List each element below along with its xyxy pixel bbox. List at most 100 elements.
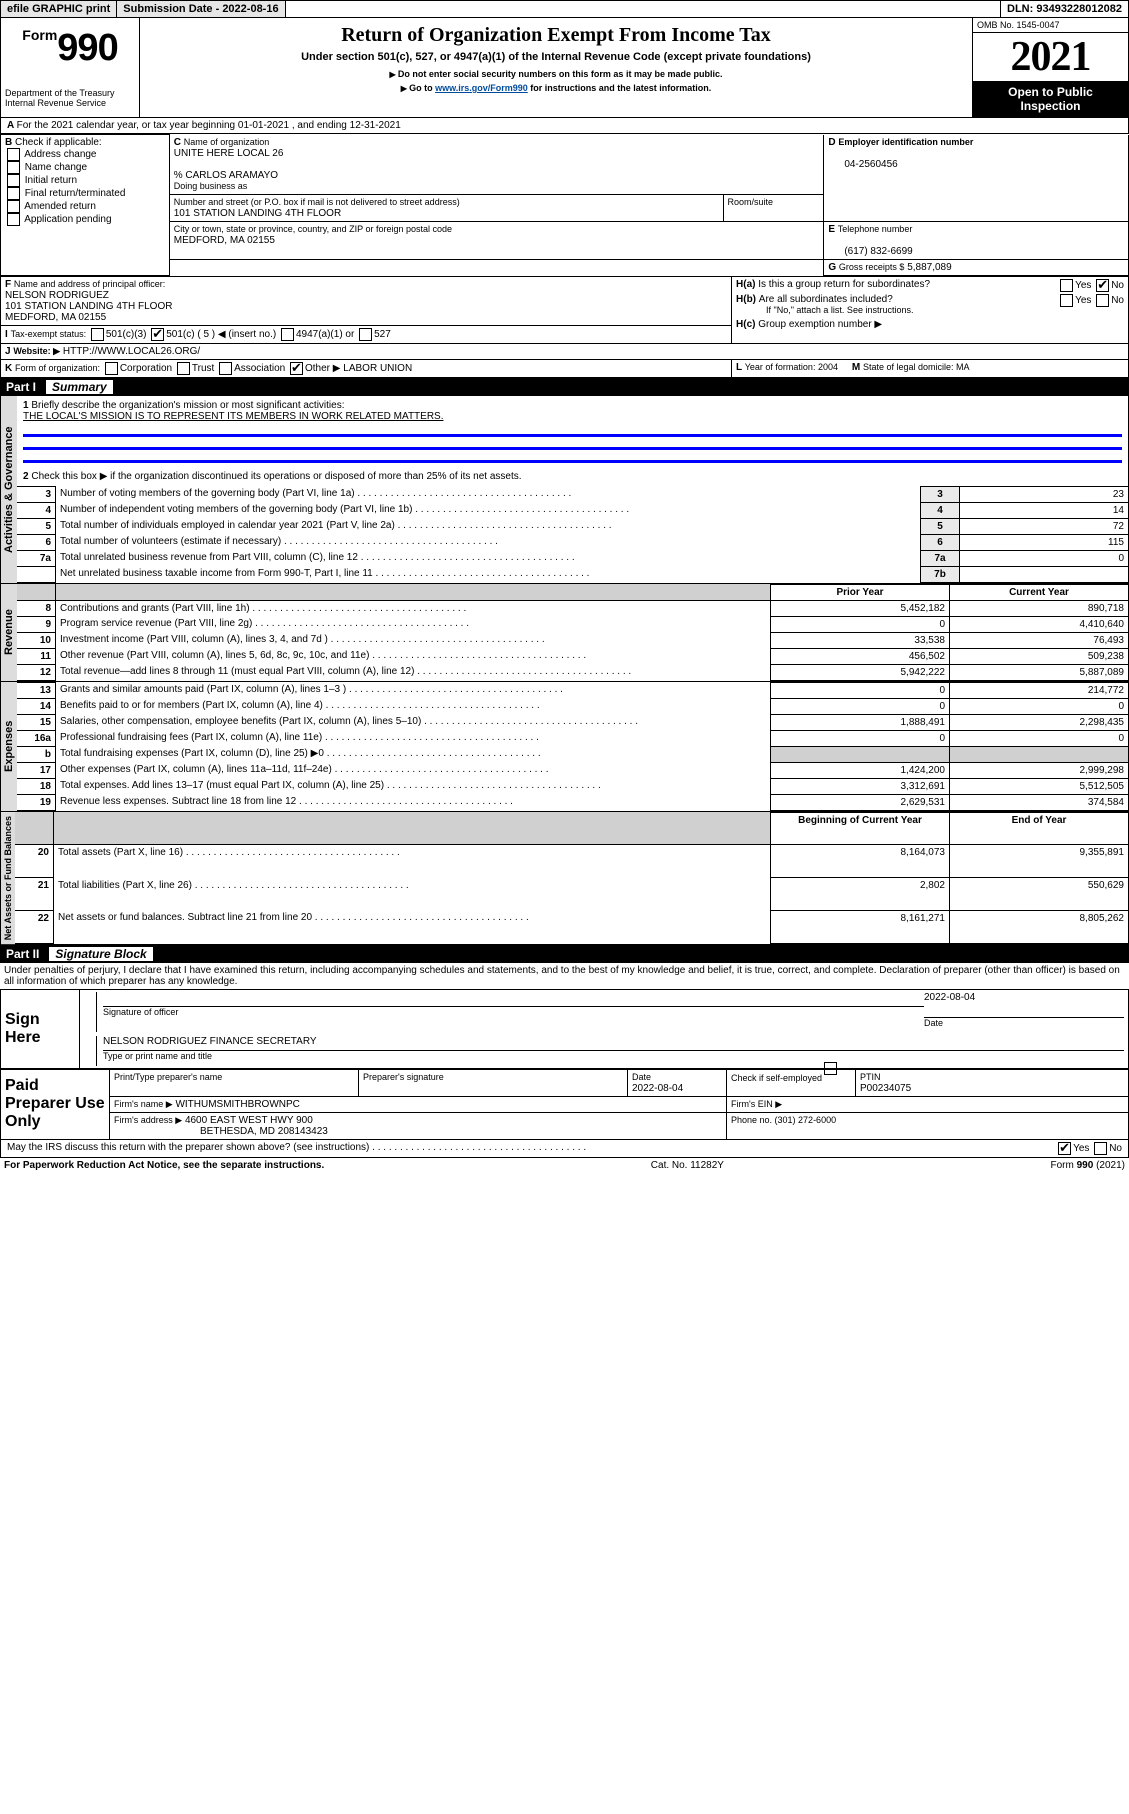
dln: DLN: 93493228012082 bbox=[1001, 1, 1128, 17]
ssn-warning: Do not enter social security numbers on … bbox=[150, 69, 962, 79]
b-checkbox[interactable] bbox=[7, 161, 20, 174]
i-lbl: Tax-exempt status: bbox=[11, 329, 87, 339]
b-checkbox[interactable] bbox=[7, 174, 20, 187]
prep-sig-lbl: Preparer's signature bbox=[363, 1072, 444, 1082]
prep-date: 2022-08-04 bbox=[632, 1083, 683, 1094]
declaration: Under penalties of perjury, I declare th… bbox=[0, 963, 1129, 989]
i-501c3-checkbox[interactable] bbox=[91, 328, 104, 341]
org-name: UNITE HERE LOCAL 26 bbox=[174, 148, 284, 159]
street: 101 STATION LANDING 4TH FLOOR bbox=[174, 208, 341, 219]
entity-block: B Check if applicable: Address change Na… bbox=[0, 134, 1129, 276]
form-subtitle: Under section 501(c), 527, or 4947(a)(1)… bbox=[150, 51, 962, 63]
officer-name: NELSON RODRIGUEZ bbox=[5, 290, 109, 301]
tax-year: 2021 bbox=[1011, 33, 1091, 81]
firm-city: BETHESDA, MD 208143423 bbox=[200, 1126, 328, 1137]
may-discuss: May the IRS discuss this return with the… bbox=[7, 1142, 1056, 1155]
may-no-checkbox[interactable] bbox=[1094, 1142, 1107, 1155]
tab-expenses: Expenses bbox=[1, 682, 17, 811]
b-label: Check if applicable: bbox=[15, 137, 102, 148]
k-lbl: Form of organization: bbox=[15, 363, 100, 373]
k-corp-checkbox[interactable] bbox=[105, 362, 118, 375]
submission-date: Submission Date - 2022-08-16 bbox=[117, 1, 285, 17]
pra-notice: For Paperwork Reduction Act Notice, see … bbox=[4, 1160, 324, 1171]
j-lbl: Website: ▶ bbox=[13, 346, 60, 356]
self-emp-checkbox[interactable] bbox=[824, 1062, 837, 1075]
hb-no-checkbox[interactable] bbox=[1096, 294, 1109, 307]
addr-lbl: Number and street (or P.O. box if mail i… bbox=[174, 197, 460, 207]
typeprint-lbl: Type or print name and title bbox=[103, 1051, 212, 1061]
prep-name-lbl: Print/Type preparer's name bbox=[114, 1072, 222, 1082]
form-title: Return of Organization Exempt From Incom… bbox=[150, 24, 962, 47]
ptin: P00234075 bbox=[860, 1083, 911, 1094]
f-lbl: Name and address of principal officer: bbox=[14, 279, 165, 289]
self-emp-lbl: Check if self-employed bbox=[731, 1073, 822, 1083]
mission: THE LOCAL'S MISSION IS TO REPRESENT ITS … bbox=[23, 411, 444, 422]
b-checkbox[interactable] bbox=[7, 148, 20, 161]
d-lbl: Employer identification number bbox=[838, 137, 973, 147]
g-lbl: Gross receipts $ bbox=[839, 262, 905, 272]
ha-no-checkbox[interactable] bbox=[1096, 279, 1109, 292]
form-number: Form990 bbox=[22, 27, 117, 70]
firm-addr: 4600 EAST WEST HWY 900 bbox=[185, 1115, 313, 1126]
line-a: A For the 2021 calendar year, or tax yea… bbox=[0, 118, 1129, 134]
k-trust-checkbox[interactable] bbox=[177, 362, 190, 375]
b-checkbox[interactable] bbox=[7, 187, 20, 200]
e-lbl: Telephone number bbox=[838, 224, 913, 234]
date-lbl: Date bbox=[924, 1018, 943, 1028]
hb-lbl: Are all subordinates included? bbox=[759, 294, 893, 305]
ha-lbl: Is this a group return for subordinates? bbox=[758, 279, 930, 290]
form-ref: Form 990 (2021) bbox=[1051, 1160, 1125, 1171]
m-lbl: State of legal domicile: MA bbox=[863, 362, 970, 372]
sig-officer-lbl: Signature of officer bbox=[103, 1007, 178, 1017]
efile-print-button[interactable]: efile GRAPHIC print bbox=[1, 1, 117, 17]
b-checkbox[interactable] bbox=[7, 213, 20, 226]
goto-line: Go to www.irs.gov/Form990 for instructio… bbox=[150, 83, 962, 93]
c-name-lbl: Name of organization bbox=[184, 137, 270, 147]
website: HTTP://WWW.LOCAL26.ORG/ bbox=[63, 346, 200, 357]
phone: (617) 832-6699 bbox=[844, 246, 912, 257]
dba-lbl: Doing business as bbox=[174, 181, 248, 191]
tab-netassets: Net Assets or Fund Balances bbox=[1, 812, 15, 944]
hb-yes-checkbox[interactable] bbox=[1060, 294, 1073, 307]
part1-bar: Part ISummary bbox=[0, 378, 1129, 396]
city: MEDFORD, MA 02155 bbox=[174, 235, 275, 246]
officer-addr: 101 STATION LANDING 4TH FLOOR bbox=[5, 301, 172, 312]
paid-preparer-label: Paid Preparer Use Only bbox=[1, 1069, 110, 1139]
firm-ein-lbl: Firm's EIN ▶ bbox=[731, 1099, 782, 1109]
officer-city: MEDFORD, MA 02155 bbox=[5, 312, 106, 323]
sig-date: 2022-08-04 bbox=[924, 992, 1124, 1003]
irs-link[interactable]: www.irs.gov/Form990 bbox=[435, 83, 528, 93]
firm-phone: Phone no. (301) 272-6000 bbox=[731, 1115, 836, 1125]
open-inspection: Open to Public Inspection bbox=[973, 81, 1128, 117]
footer: For Paperwork Reduction Act Notice, see … bbox=[0, 1158, 1129, 1173]
i-4947-checkbox[interactable] bbox=[281, 328, 294, 341]
firm-name: WITHUMSMITHBROWNPC bbox=[175, 1099, 299, 1110]
hc-lbl: Group exemption number ▶ bbox=[758, 319, 882, 330]
i-527-checkbox[interactable] bbox=[359, 328, 372, 341]
part2-bar: Part IISignature Block bbox=[0, 945, 1129, 963]
omb: OMB No. 1545-0047 bbox=[973, 18, 1128, 33]
toolbar-spacer bbox=[286, 1, 1001, 17]
gross-receipts: 5,887,089 bbox=[907, 262, 952, 273]
l2-label: Check this box ▶ if the organization dis… bbox=[31, 471, 521, 482]
room-lbl: Room/suite bbox=[728, 197, 774, 207]
tab-activities: Activities & Governance bbox=[1, 396, 17, 583]
ein: 04-2560456 bbox=[844, 159, 897, 170]
tab-revenue: Revenue bbox=[1, 584, 17, 681]
top-toolbar: efile GRAPHIC print Submission Date - 20… bbox=[0, 0, 1129, 18]
ha-yes-checkbox[interactable] bbox=[1060, 279, 1073, 292]
form-header: Form990 Department of the TreasuryIntern… bbox=[0, 18, 1129, 118]
k-assoc-checkbox[interactable] bbox=[219, 362, 232, 375]
l-lbl: Year of formation: 2004 bbox=[745, 362, 838, 372]
k-other-checkbox[interactable] bbox=[290, 362, 303, 375]
care-of: % CARLOS ARAMAYO bbox=[174, 170, 278, 181]
i-501c-checkbox[interactable] bbox=[151, 328, 164, 341]
b-checkbox[interactable] bbox=[7, 200, 20, 213]
l1-label: Briefly describe the organization's miss… bbox=[31, 400, 344, 411]
officer-nametitle: NELSON RODRIGUEZ FINANCE SECRETARY bbox=[103, 1036, 1124, 1051]
dept-treasury: Department of the TreasuryInternal Reven… bbox=[5, 88, 135, 108]
cat-no: Cat. No. 11282Y bbox=[651, 1160, 724, 1171]
sign-here-label: Sign Here bbox=[1, 989, 80, 1068]
city-lbl: City or town, state or province, country… bbox=[174, 224, 452, 234]
may-yes-checkbox[interactable] bbox=[1058, 1142, 1071, 1155]
